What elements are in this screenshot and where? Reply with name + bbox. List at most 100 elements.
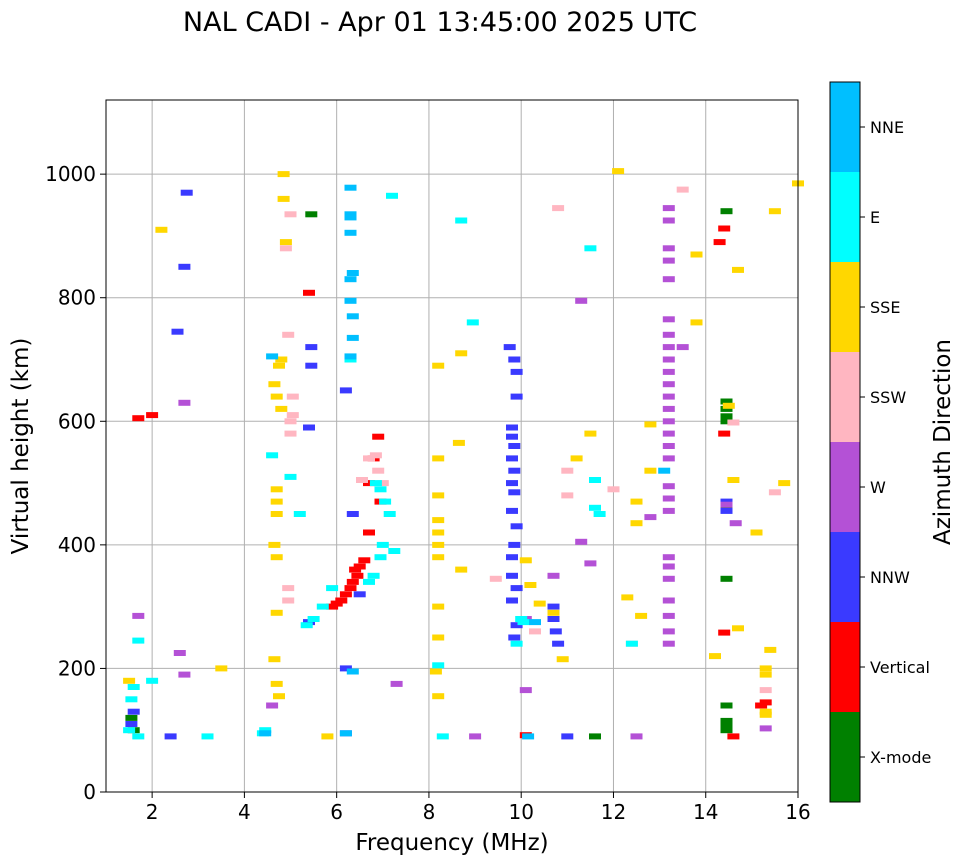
data-point-sse — [709, 653, 721, 660]
colorbar-tick-label: E — [870, 208, 880, 227]
data-point-nnw — [510, 585, 523, 592]
data-point-nnw — [506, 554, 518, 561]
data-point-vertical — [344, 585, 357, 592]
data-point-e — [125, 696, 138, 703]
data-point-vertical — [339, 591, 352, 598]
data-point-e — [259, 727, 272, 734]
data-point-sse — [690, 319, 703, 326]
data-point-w — [390, 680, 403, 687]
data-point-e — [132, 637, 145, 644]
colorbar-segment-vertical — [830, 622, 860, 712]
data-point-nnw — [503, 344, 516, 351]
y-tick-label: 1000 — [45, 162, 96, 186]
data-point-e — [466, 319, 479, 326]
data-point-nnw — [303, 424, 315, 431]
data-point-sse — [690, 251, 703, 258]
x-tick-label: 4 — [238, 800, 251, 824]
data-point-nnw — [305, 344, 318, 351]
data-point-w — [662, 495, 675, 502]
data-point-nnw — [508, 634, 521, 641]
data-point-x-mode — [720, 413, 733, 420]
data-point-sse — [432, 541, 445, 548]
data-point-sse — [764, 646, 777, 653]
data-point-nnw — [125, 721, 138, 727]
y-tick-label: 0 — [83, 780, 96, 804]
data-point-nne — [344, 211, 357, 218]
colorbar-frame — [829, 81, 861, 803]
data-point-w — [662, 628, 675, 635]
data-point-sse — [432, 492, 445, 499]
data-point-x-mode — [720, 504, 733, 511]
data-point-w — [266, 702, 279, 709]
data-point-w — [759, 725, 772, 732]
data-point-nnw — [510, 523, 523, 530]
data-point-e — [376, 541, 389, 548]
data-point-x-mode — [720, 575, 733, 582]
data-point-w — [662, 455, 675, 462]
data-point-nnw — [506, 424, 518, 431]
data-point-sse — [321, 733, 334, 740]
colorbar-tick-label: SSE — [870, 298, 900, 317]
data-point-e — [383, 511, 396, 517]
data-point-w — [662, 344, 675, 351]
x-tick-label: 8 — [423, 800, 436, 824]
data-point-nnw — [508, 489, 521, 496]
data-point-e — [625, 640, 638, 647]
data-point-sse — [277, 195, 290, 202]
data-point-w — [662, 554, 675, 561]
plot-frame — [105, 99, 799, 793]
data-point-w — [178, 399, 191, 406]
data-point-sse — [432, 362, 445, 369]
y-tick-label: 600 — [58, 409, 96, 433]
data-point-nne — [344, 297, 357, 304]
data-point-sse — [570, 455, 583, 462]
data-point-sse — [644, 421, 657, 428]
data-point-e — [326, 585, 339, 592]
data-point-nne — [344, 184, 357, 191]
data-point-w — [662, 316, 675, 323]
data-point-nne — [346, 270, 359, 276]
data-point-sse — [277, 171, 290, 178]
data-point-e — [388, 548, 401, 554]
colorbar-segment-w — [830, 442, 860, 532]
data-point-e — [386, 192, 398, 199]
data-point-vertical — [718, 225, 731, 232]
data-point-sse — [524, 582, 537, 588]
data-point-w — [547, 572, 560, 579]
data-point-sse — [768, 208, 781, 215]
data-point-ssw — [607, 486, 620, 493]
data-point-nnw — [561, 733, 574, 740]
data-point-e — [455, 217, 468, 224]
data-point-sse — [123, 677, 136, 684]
data-point-nnw — [303, 619, 315, 626]
data-point-sse — [750, 529, 763, 536]
data-points — [123, 168, 804, 740]
data-point-w — [575, 538, 588, 545]
data-point-nnw — [547, 603, 560, 610]
data-point-vertical — [303, 289, 315, 296]
colorbar-segment-x-mode — [830, 712, 860, 802]
data-point-w — [662, 575, 675, 582]
colorbar-label: Azimuth Direction — [930, 339, 956, 545]
data-point-w — [662, 418, 675, 425]
data-point-sse — [630, 498, 643, 505]
data-point-nnw — [549, 628, 562, 635]
data-point-e — [369, 480, 382, 487]
data-point-w — [662, 331, 675, 338]
colorbar-segment-nnw — [830, 532, 860, 622]
data-point-sse — [429, 668, 442, 675]
data-point-sse — [452, 439, 465, 446]
data-point-e — [123, 727, 136, 734]
data-point-w — [662, 368, 675, 375]
colorbar-tick-label: X-mode — [870, 748, 931, 767]
data-point-ssw — [759, 687, 772, 694]
data-point-e — [146, 677, 159, 684]
data-point-x-mode — [589, 733, 601, 740]
data-point-sse — [432, 529, 445, 536]
data-point-vertical — [718, 629, 731, 636]
data-point-e — [589, 477, 601, 483]
data-point-sse — [432, 455, 445, 462]
colorbar-tick-label: SSW — [870, 388, 906, 407]
data-point-nnw — [720, 507, 733, 514]
data-point-w — [662, 245, 675, 252]
